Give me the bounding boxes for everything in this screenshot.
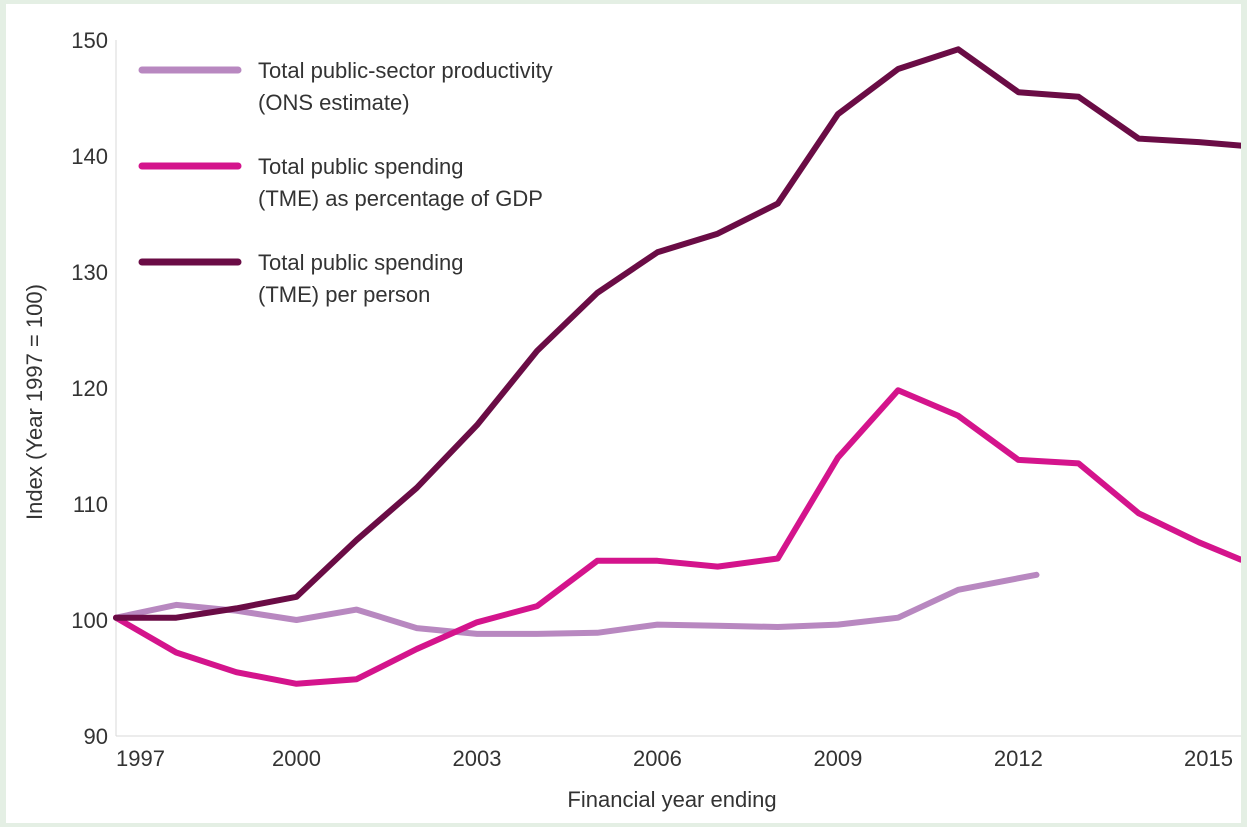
y-axis-title: Index (Year 1997 = 100): [22, 284, 47, 520]
y-tick-label: 140: [71, 144, 108, 169]
x-tick-label: 2009: [813, 746, 862, 771]
legend-label: Total public spending: [258, 154, 463, 179]
y-tick-label: 130: [71, 260, 108, 285]
x-tick-label: 2000: [272, 746, 321, 771]
x-tick-label: 1997: [116, 746, 165, 771]
x-tick-label: 2003: [452, 746, 501, 771]
x-tick-label: 2006: [633, 746, 682, 771]
legend-label: (ONS estimate): [258, 90, 410, 115]
line-chart: 90 100 110 120 130 140 150 1997 2000 2003 2006 200…: [22, 28, 1241, 812]
y-axis-ticks: 90 100 110 120 130 140 150: [71, 28, 108, 749]
x-tick-label: 2012: [994, 746, 1043, 771]
y-tick-label: 110: [73, 492, 108, 517]
series-line-1: [113, 571, 1040, 637]
y-tick-label: 90: [84, 724, 108, 749]
series-line-2: [113, 387, 1241, 687]
y-tick-label: 100: [71, 608, 108, 633]
x-axis-title: Financial year ending: [567, 787, 776, 812]
legend-label: Total public spending: [258, 250, 463, 275]
legend-label: (TME) per person: [258, 282, 430, 307]
legend-label: Total public-sector productivity: [258, 58, 553, 83]
series-lines: [113, 46, 1241, 687]
chart-panel: 90 100 110 120 130 140 150 1997 2000 2003 2006 200…: [6, 4, 1241, 823]
x-tick-label: 2015: [1184, 746, 1233, 771]
series-line-3: [113, 46, 1241, 621]
plot-area: [116, 40, 1241, 736]
x-axis-ticks: 1997 2000 2003 2006 2009 2012 2015: [116, 746, 1233, 771]
legend-label: (TME) as percentage of GDP: [258, 186, 543, 211]
y-tick-label: 150: [71, 28, 108, 53]
legend: Total public-sector productivity (ONS est…: [138, 58, 553, 307]
y-tick-label: 120: [71, 376, 108, 401]
